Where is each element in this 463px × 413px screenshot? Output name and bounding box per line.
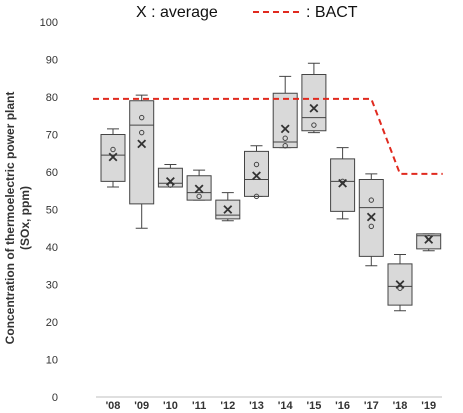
y-tick-label: 10: [46, 355, 58, 367]
x-tick-label: '17: [364, 400, 379, 412]
mean-marker: [223, 205, 233, 214]
legend-average-label: X : average: [136, 4, 218, 21]
box-11: [416, 233, 442, 252]
box-rect: [416, 233, 442, 250]
x-ticks: '08 '09 '10 '11 '12 '13 '14 '15 '16 '17 '18 '19: [106, 400, 437, 412]
box-3: [186, 169, 212, 201]
box-rect: [330, 158, 356, 212]
x-tick-label: '11: [192, 400, 206, 412]
mean-marker: [194, 184, 204, 194]
box-8: [330, 147, 356, 220]
data-point: [282, 143, 288, 149]
box-7: [301, 62, 327, 134]
box-rect: [301, 74, 327, 132]
x-tick-label: '19: [421, 400, 436, 412]
data-point: [397, 285, 403, 291]
data-point: [368, 223, 374, 230]
x-tick-label: '09: [134, 400, 149, 412]
y-tick-label: 30: [46, 280, 58, 292]
box-0: [100, 128, 126, 188]
mean-marker: [424, 235, 434, 244]
mean-marker: [280, 124, 290, 134]
y-tick-label: 90: [46, 55, 58, 67]
box-rect: [272, 92, 298, 149]
mean-marker: [338, 178, 348, 188]
y-tick-label: 70: [46, 130, 58, 142]
legend-bact-label: : BACT: [306, 4, 358, 21]
y-axis-label: Concentration of thermoelectric power pl…: [3, 92, 32, 345]
data-point: [253, 161, 260, 168]
mean-marker: [395, 280, 405, 289]
y-tick-label: 20: [46, 317, 58, 329]
data-point: [311, 122, 317, 128]
box-1: [129, 94, 155, 229]
data-point: [196, 193, 202, 200]
data-point: [253, 193, 260, 200]
data-point: [139, 129, 145, 136]
data-point: [139, 114, 145, 121]
box-5: [244, 145, 269, 200]
mean-marker: [309, 103, 319, 113]
box-4: [215, 192, 241, 222]
box-rect: [157, 167, 183, 188]
box-rect: [129, 100, 155, 205]
x-tick-label: '13: [249, 400, 264, 412]
mean-marker: [108, 152, 118, 162]
y-tick-label: 50: [46, 205, 58, 217]
y-tick-label: 40: [46, 242, 58, 254]
y-tick-label: 0: [52, 392, 58, 404]
y-tick-label: 100: [40, 17, 58, 29]
mean-marker: [366, 212, 376, 222]
x-tick-label: '12: [220, 400, 235, 412]
boxes: [100, 62, 442, 312]
data-point: [368, 197, 374, 203]
box-rect: [244, 150, 269, 197]
x-tick-label: '15: [306, 400, 321, 412]
box-10: [387, 254, 413, 312]
y-axis-label-line2: (SOx, ppm): [18, 186, 32, 250]
mean-marker: [165, 176, 175, 186]
mean-marker: [252, 171, 261, 181]
box-6: [272, 75, 298, 149]
y-tick-label: 80: [46, 92, 58, 104]
data-point: [167, 182, 174, 188]
y-axis-label-line1: Concentration of thermoelectric power pl…: [3, 92, 17, 345]
x-tick-label: '18: [393, 400, 408, 412]
mean-marker: [137, 139, 147, 149]
y-ticks: 0 10 20 30 40 50 60 70 80 90 100: [40, 17, 58, 404]
x-tick-label: '10: [163, 400, 178, 412]
x-tick-label: '16: [335, 400, 350, 412]
y-tick-label: 60: [46, 167, 58, 179]
data-point: [110, 146, 116, 153]
data-point: [282, 135, 288, 141]
x-tick-label: '08: [106, 400, 121, 412]
box-2: [157, 164, 183, 188]
box-9: [358, 173, 384, 267]
legend: X : average : BACT: [136, 4, 358, 21]
x-tick-label: '14: [278, 400, 294, 412]
